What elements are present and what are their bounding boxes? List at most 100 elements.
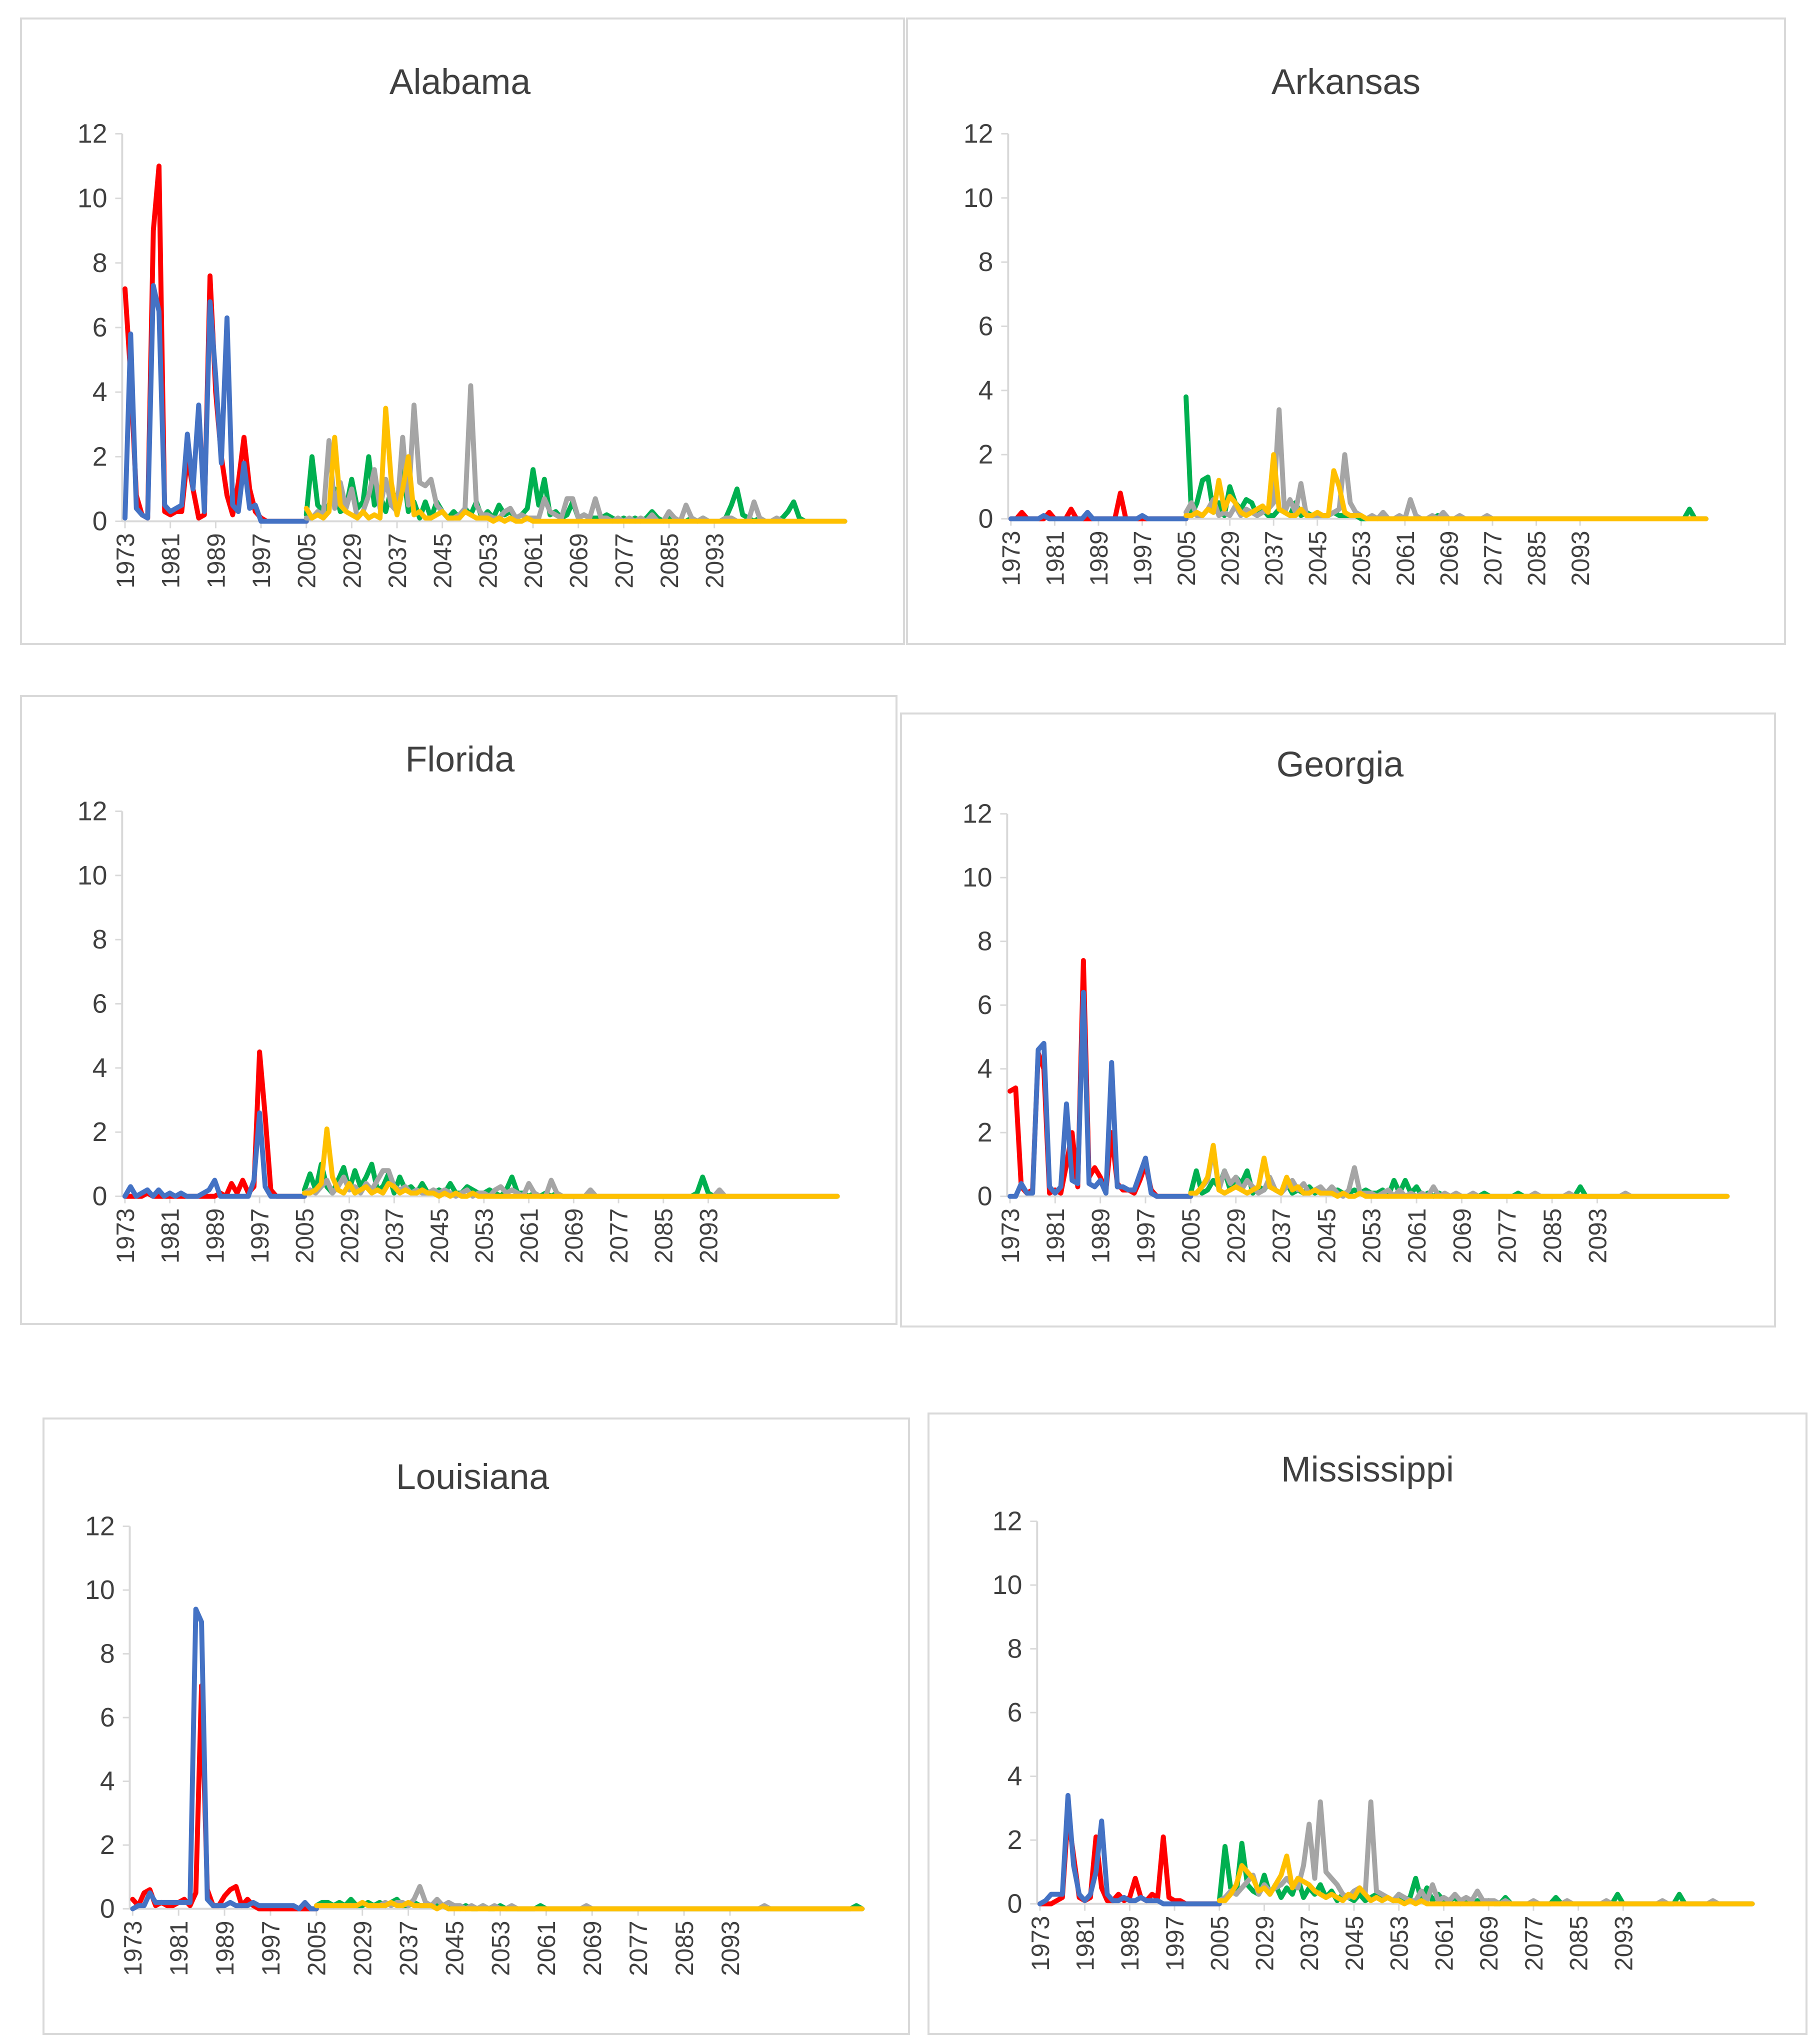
series-line-yellow bbox=[1216, 1854, 1755, 1906]
x-tick-label: 2053 bbox=[1386, 1916, 1414, 1971]
y-tick-label: 2 bbox=[978, 1118, 992, 1148]
x-tick-label: 2005 bbox=[291, 1208, 319, 1264]
x-tick-label: 2077 bbox=[1494, 1208, 1522, 1264]
x-tick-label: 2037 bbox=[1268, 1208, 1296, 1264]
x-tick-label: 2045 bbox=[1312, 1208, 1340, 1264]
x-tick-label: 2093 bbox=[1566, 530, 1594, 586]
y-tick-label: 10 bbox=[992, 1570, 1022, 1600]
x-tick-label: 2077 bbox=[605, 1208, 633, 1264]
y-tick-label: 6 bbox=[978, 990, 992, 1020]
y-tick-label: 8 bbox=[92, 248, 108, 278]
y-tick-label: 4 bbox=[92, 377, 108, 407]
y-tick-label: 8 bbox=[978, 247, 994, 277]
chart-title: Alabama bbox=[390, 62, 531, 102]
x-tick-label: 1973 bbox=[996, 1208, 1024, 1264]
x-tick-label: 1981 bbox=[156, 1208, 184, 1264]
y-tick-label: 8 bbox=[92, 924, 108, 954]
y-tick-label: 2 bbox=[1008, 1825, 1022, 1855]
x-tick-label: 2053 bbox=[1358, 1208, 1386, 1264]
series-line-green bbox=[1184, 394, 1708, 522]
x-tick-label: 1981 bbox=[1071, 1916, 1099, 1971]
y-tick-label: 0 bbox=[978, 504, 994, 534]
x-tick-label: 1997 bbox=[246, 1208, 274, 1264]
x-tick-label: 2085 bbox=[1565, 1916, 1593, 1971]
x-tick-label: 2061 bbox=[520, 533, 548, 588]
x-tick-label: 2005 bbox=[293, 533, 321, 588]
x-tick-label: 2061 bbox=[1430, 1916, 1458, 1971]
x-tick-label: 2077 bbox=[624, 1920, 652, 1976]
series-line-gray bbox=[1184, 407, 1708, 522]
x-tick-label: 1997 bbox=[1161, 1916, 1189, 1971]
y-tick-label: 12 bbox=[85, 1511, 115, 1541]
x-tick-label: 2061 bbox=[1403, 1208, 1431, 1264]
chart-arkansas: Arkansas 0 2 4 6 8 10 12 1973 1981 1989 1997 2005 202… bbox=[964, 62, 1709, 586]
series-line-yellow bbox=[1184, 452, 1708, 522]
y-tick-label: 10 bbox=[962, 862, 992, 892]
x-tick-label: 2029 bbox=[336, 1208, 364, 1264]
x-tick-label: 2085 bbox=[650, 1208, 678, 1264]
x-tick-label: 1973 bbox=[998, 530, 1026, 586]
series-line-red bbox=[130, 1683, 319, 1912]
y-tick-label: 12 bbox=[962, 799, 992, 829]
x-tick-label: 2037 bbox=[1296, 1916, 1324, 1971]
x-tick-label: 1989 bbox=[1087, 1208, 1115, 1264]
y-tick-label: 4 bbox=[100, 1766, 115, 1796]
y-tick-label: 2 bbox=[100, 1830, 115, 1860]
y-tick-label: 8 bbox=[100, 1638, 115, 1668]
chart-panel-louisiana: Louisiana 0 2 4 6 8 10 12 1973 1981 1989 1997 2005 20… bbox=[42, 1418, 910, 2035]
y-tick-label: 6 bbox=[92, 312, 108, 342]
y-tick-label: 4 bbox=[1008, 1762, 1022, 1792]
x-tick-label: 2053 bbox=[474, 533, 502, 588]
series-line-yellow bbox=[302, 1126, 840, 1199]
x-tick-label: 2093 bbox=[1610, 1916, 1638, 1971]
x-tick-label: 2029 bbox=[349, 1920, 377, 1976]
x-tick-label: 2029 bbox=[1222, 1208, 1250, 1264]
y-tick-label: 10 bbox=[85, 1575, 115, 1605]
x-tick-label: 2061 bbox=[515, 1208, 543, 1264]
x-tick-label: 2045 bbox=[426, 1208, 454, 1264]
chart-panel-mississippi: Mississippi 0 2 4 6 8 10 12 1973 1981 1989 1997 2005… bbox=[928, 1412, 1808, 2035]
x-tick-label: 2005 bbox=[1172, 530, 1200, 586]
chart-louisiana: Louisiana 0 2 4 6 8 10 12 1973 1981 1989 1997 2005 20… bbox=[85, 1457, 865, 1976]
chart-georgia: Georgia 0 2 4 6 8 10 12 1973 1981 1989 1997 2005 2029… bbox=[962, 744, 1730, 1264]
x-tick-label: 2037 bbox=[380, 1208, 408, 1264]
x-tick-label: 2053 bbox=[486, 1920, 514, 1976]
chart-panel-florida: Florida 0 2 4 6 8 10 12 1973 1981 1989 1997 2005 2029… bbox=[20, 695, 898, 1325]
x-tick-label: 2029 bbox=[1216, 530, 1244, 586]
y-tick-label: 4 bbox=[978, 376, 994, 406]
chart-title: Florida bbox=[406, 740, 515, 780]
y-tick-label: 0 bbox=[978, 1182, 992, 1212]
x-tick-label: 2005 bbox=[1177, 1208, 1205, 1264]
x-tick-label: 2045 bbox=[429, 533, 457, 588]
series-line-blue bbox=[122, 283, 309, 524]
x-tick-label: 2045 bbox=[1304, 530, 1332, 586]
y-tick-label: 4 bbox=[978, 1054, 992, 1084]
x-tick-label: 2045 bbox=[1340, 1916, 1368, 1971]
series-line-yellow bbox=[1188, 1142, 1730, 1199]
x-tick-label: 1989 bbox=[211, 1920, 239, 1976]
x-tick-label: 1981 bbox=[165, 1920, 193, 1976]
series-line-yellow bbox=[314, 1900, 865, 1912]
x-tick-label: 2029 bbox=[1250, 1916, 1278, 1971]
x-tick-label: 2077 bbox=[1479, 530, 1507, 586]
y-tick-label: 6 bbox=[1008, 1698, 1022, 1728]
x-tick-label: 2037 bbox=[395, 1920, 423, 1976]
y-tick-label: 12 bbox=[78, 796, 108, 826]
x-tick-label: 2005 bbox=[303, 1920, 331, 1976]
x-tick-label: 2029 bbox=[338, 533, 366, 588]
x-tick-label: 1997 bbox=[257, 1920, 285, 1976]
chart-panel-arkansas: Arkansas 0 2 4 6 8 10 12 1973 1981 1989 1997 2005 202… bbox=[906, 18, 1786, 645]
x-tick-label: 2093 bbox=[1584, 1208, 1612, 1264]
chart-alabama: Alabama 0 2 4 6 8 10 12 1973 1981 1989 1997 2005 2029… bbox=[78, 62, 848, 588]
y-tick-label: 8 bbox=[978, 926, 992, 956]
x-tick-label: 1997 bbox=[1128, 530, 1156, 586]
series-line-blue bbox=[122, 1110, 307, 1199]
series-line-blue bbox=[1008, 990, 1194, 1199]
x-tick-label: 1973 bbox=[112, 533, 140, 588]
chart-title: Arkansas bbox=[1272, 62, 1420, 102]
y-tick-label: 6 bbox=[100, 1702, 115, 1732]
series-line-blue bbox=[1037, 1792, 1222, 1906]
y-tick-label: 0 bbox=[100, 1894, 115, 1924]
y-tick-label: 10 bbox=[78, 184, 108, 214]
x-tick-label: 2085 bbox=[670, 1920, 698, 1976]
